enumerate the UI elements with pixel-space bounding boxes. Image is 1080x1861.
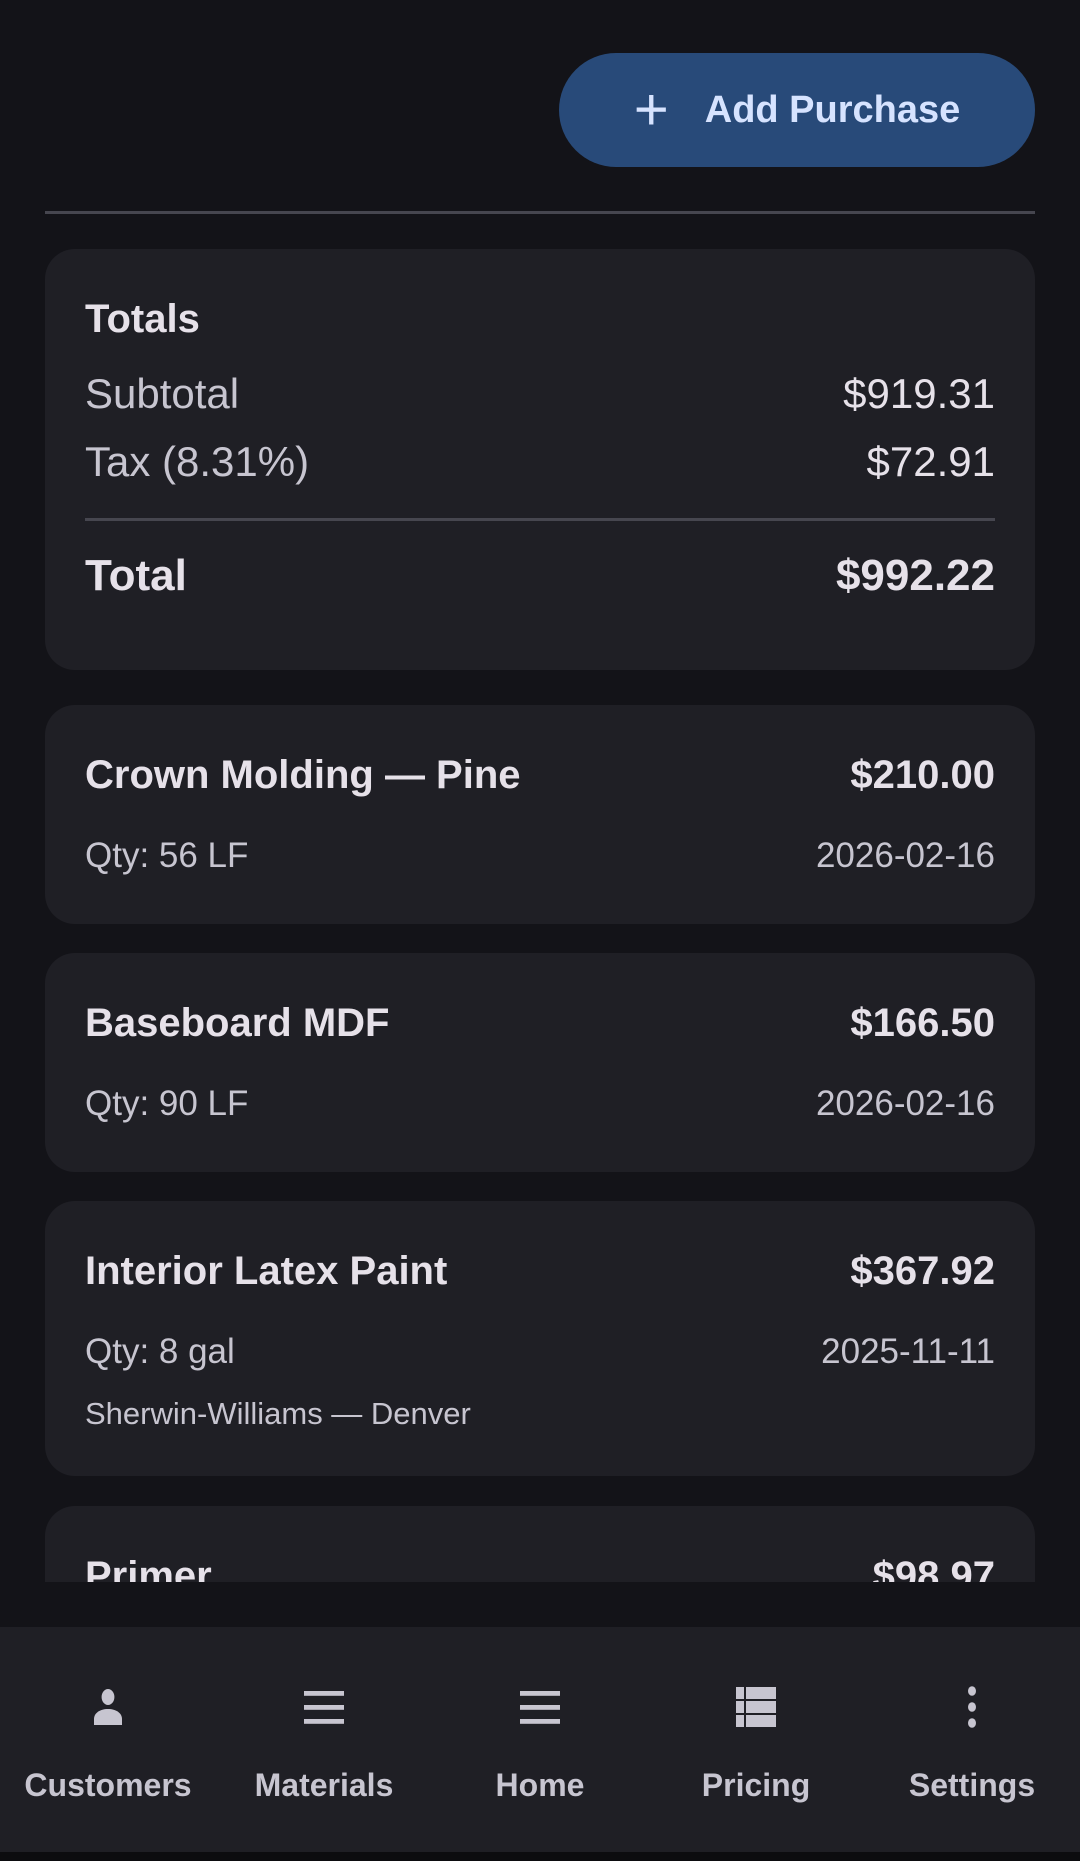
totals-divider — [85, 518, 995, 521]
total-label: Total — [85, 551, 187, 600]
bottom-navigation: Customers Materials Home Pricing Setting… — [0, 1627, 1080, 1852]
item-name: Crown Molding — Pine — [85, 753, 521, 797]
totals-title: Totals — [85, 297, 200, 341]
menu-icon — [516, 1683, 564, 1731]
purchase-card[interactable]: Interior Latex Paint $367.92 Qty: 8 gal 20… — [45, 1201, 1035, 1476]
nav-label: Materials — [254, 1767, 394, 1803]
divider — [45, 211, 1035, 214]
purchase-card[interactable]: Primer $98.97 — [45, 1506, 1035, 1582]
item-qty: Qty: 56 LF — [85, 836, 249, 875]
item-price: $367.92 — [850, 1249, 995, 1293]
totals-card: Totals Subtotal $919.31 Tax (8.31%) $72.… — [45, 249, 1035, 670]
nav-customers[interactable]: Customers — [0, 1627, 216, 1852]
subtotal-value: $919.31 — [843, 370, 995, 417]
purchase-list[interactable]: Totals Subtotal $919.31 Tax (8.31%) $72.… — [0, 230, 1080, 1582]
tax-label: Tax (8.31%) — [85, 438, 310, 485]
table-icon — [732, 1683, 780, 1731]
nav-pricing[interactable]: Pricing — [648, 1627, 864, 1852]
more-vert-icon — [948, 1683, 996, 1731]
item-date: 2025-11-11 — [821, 1332, 995, 1371]
add-purchase-label: Add Purchase — [704, 88, 961, 131]
item-price: $166.50 — [850, 1001, 995, 1045]
nav-home[interactable]: Home — [432, 1627, 648, 1852]
nav-settings[interactable]: Settings — [864, 1627, 1080, 1852]
item-store: Sherwin-Williams — Denver — [85, 1396, 471, 1431]
nav-label: Home — [495, 1767, 585, 1803]
nav-label: Pricing — [701, 1767, 811, 1803]
total-value: $992.22 — [835, 551, 995, 600]
item-qty: Qty: 90 LF — [85, 1084, 249, 1123]
add-purchase-button[interactable]: + Add Purchase — [559, 53, 1035, 167]
nav-label: Customers — [24, 1767, 192, 1803]
item-price: $210.00 — [850, 753, 995, 797]
item-name: Interior Latex Paint — [85, 1249, 448, 1293]
item-name: Primer — [85, 1554, 212, 1582]
item-qty: Qty: 8 gal — [85, 1332, 235, 1371]
system-gesture-bar — [0, 1852, 1080, 1861]
item-date: 2026-02-16 — [815, 836, 995, 875]
plus-icon: + — [633, 76, 669, 143]
subtotal-label: Subtotal — [85, 370, 240, 417]
purchase-card[interactable]: Crown Molding — Pine $210.00 Qty: 56 LF 20… — [45, 705, 1035, 924]
item-price: $98.97 — [872, 1554, 995, 1582]
nav-label: Settings — [908, 1767, 1036, 1803]
nav-materials[interactable]: Materials — [216, 1627, 432, 1852]
menu-icon — [300, 1683, 348, 1731]
item-name: Baseboard MDF — [85, 1001, 390, 1045]
tax-value: $72.91 — [866, 438, 995, 485]
person-icon — [84, 1683, 132, 1731]
item-date: 2026-02-16 — [815, 1084, 995, 1123]
purchase-card[interactable]: Baseboard MDF $166.50 Qty: 90 LF 2026-02-1… — [45, 953, 1035, 1172]
